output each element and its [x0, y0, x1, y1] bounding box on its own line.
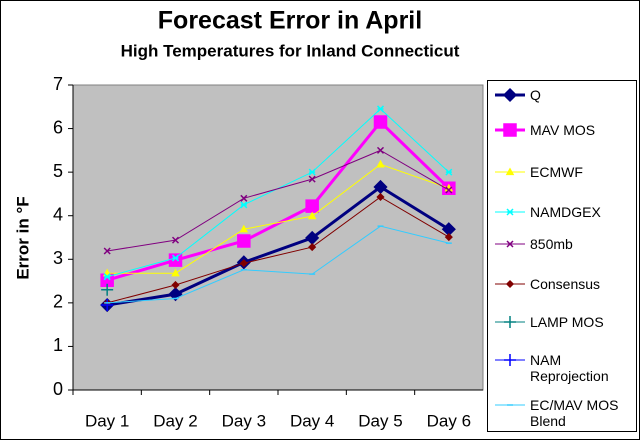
- y-tick-label: 5: [53, 161, 63, 181]
- legend-label: Q: [530, 87, 541, 103]
- chart-title: Forecast Error in April: [158, 7, 422, 35]
- series-line: [106, 185, 450, 307]
- legend-label: Consensus: [530, 276, 601, 292]
- y-tick-label: 3: [53, 248, 63, 268]
- marker: [305, 199, 319, 213]
- marker: [308, 175, 316, 183]
- legend-marker: [505, 167, 515, 176]
- marker: [103, 273, 111, 281]
- marker: [171, 280, 180, 290]
- marker: [171, 254, 180, 262]
- marker: [237, 234, 251, 248]
- series-line: [107, 163, 449, 274]
- legend-label: NAM Reprojection: [530, 352, 609, 384]
- series-line: [107, 149, 450, 252]
- marker: [307, 211, 317, 220]
- marker: [168, 287, 183, 302]
- marker: [376, 146, 385, 154]
- legend-label: EC/MAV MOS Blend: [530, 397, 619, 429]
- legend-marker: [506, 208, 514, 216]
- legend-marker: [504, 316, 516, 328]
- legend-label: 850mb: [530, 236, 573, 252]
- x-tick-label: Day 5: [358, 411, 402, 430]
- x-tick-label: Day 1: [85, 411, 129, 430]
- x-tick-label: Day 3: [222, 411, 266, 430]
- marker: [239, 259, 248, 268]
- legend-label: MAV MOS: [530, 122, 596, 138]
- marker: [308, 168, 316, 176]
- y-tick-label: 0: [53, 379, 63, 399]
- legend-label: ECMWF: [530, 164, 583, 180]
- y-axis-label: Error in °F: [13, 196, 32, 279]
- chart-subtitle: High Temperatures for Inland Connecticut: [121, 41, 460, 60]
- marker: [373, 115, 388, 129]
- plot-area: [72, 84, 484, 391]
- marker: [308, 243, 317, 252]
- marker: [445, 186, 453, 194]
- legend-marker: [505, 279, 515, 289]
- x-tick-label: Day 2: [153, 411, 197, 430]
- legend-box: [487, 80, 637, 432]
- legend-marker: [503, 123, 517, 137]
- marker: [376, 159, 385, 168]
- marker: [376, 192, 385, 202]
- marker: [376, 105, 385, 113]
- legend-label: LAMP MOS: [530, 314, 604, 330]
- marker: [101, 283, 114, 296]
- marker: [240, 201, 248, 209]
- legend-label: NAMDGEX: [530, 204, 601, 220]
- series-line: [107, 225, 449, 304]
- marker: [101, 299, 114, 312]
- marker: [103, 247, 111, 255]
- y-tick-label: 4: [53, 204, 63, 224]
- marker: [444, 233, 453, 242]
- y-tick-label: 2: [53, 292, 63, 312]
- marker: [445, 168, 453, 176]
- marker: [171, 236, 180, 244]
- x-tick-label: Day 6: [427, 411, 471, 430]
- legend-marker: [504, 354, 516, 366]
- legend-marker: [506, 240, 514, 248]
- series-line: [106, 119, 450, 282]
- y-tick-label: 6: [53, 117, 63, 137]
- y-tick-label: 1: [53, 335, 63, 355]
- marker: [240, 194, 248, 202]
- x-tick-label: Day 4: [290, 411, 334, 430]
- series-line: [107, 196, 450, 304]
- marker: [239, 224, 249, 233]
- legend-marker: [502, 87, 518, 103]
- marker: [171, 268, 180, 277]
- marker: [168, 253, 183, 267]
- y-tick-label: 7: [53, 74, 63, 94]
